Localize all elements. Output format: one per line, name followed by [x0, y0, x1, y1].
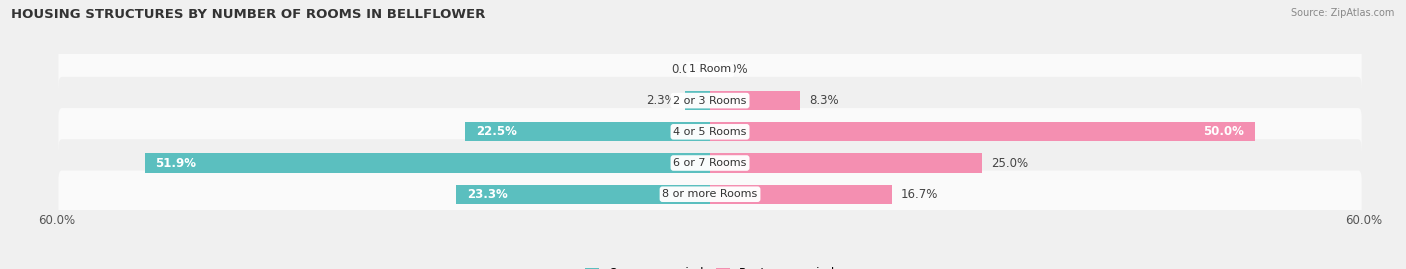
Bar [685, 91, 710, 110]
Text: 0.0%: 0.0% [672, 63, 702, 76]
FancyBboxPatch shape [59, 46, 1361, 93]
FancyBboxPatch shape [59, 77, 1361, 124]
Text: 2.3%: 2.3% [647, 94, 676, 107]
Text: 8.3%: 8.3% [810, 94, 839, 107]
Text: Source: ZipAtlas.com: Source: ZipAtlas.com [1291, 8, 1395, 18]
Text: 22.5%: 22.5% [475, 125, 516, 138]
Text: 1 Room: 1 Room [689, 64, 731, 75]
Text: 8 or more Rooms: 8 or more Rooms [662, 189, 758, 199]
Text: 50.0%: 50.0% [1204, 125, 1244, 138]
FancyBboxPatch shape [59, 108, 1361, 155]
FancyBboxPatch shape [59, 171, 1361, 218]
Text: 16.7%: 16.7% [901, 188, 938, 201]
Bar [465, 122, 710, 141]
Text: 25.0%: 25.0% [991, 157, 1028, 169]
Bar [710, 91, 800, 110]
Text: 6 or 7 Rooms: 6 or 7 Rooms [673, 158, 747, 168]
Text: 2 or 3 Rooms: 2 or 3 Rooms [673, 95, 747, 106]
Bar [710, 122, 1256, 141]
Bar [456, 185, 710, 204]
Bar [145, 153, 710, 173]
Legend: Owner-occupied, Renter-occupied: Owner-occupied, Renter-occupied [579, 263, 841, 269]
FancyBboxPatch shape [59, 139, 1361, 187]
Text: 4 or 5 Rooms: 4 or 5 Rooms [673, 127, 747, 137]
Text: 0.0%: 0.0% [718, 63, 748, 76]
Text: HOUSING STRUCTURES BY NUMBER OF ROOMS IN BELLFLOWER: HOUSING STRUCTURES BY NUMBER OF ROOMS IN… [11, 8, 485, 21]
Bar [710, 153, 983, 173]
Text: 23.3%: 23.3% [467, 188, 508, 201]
Text: 51.9%: 51.9% [156, 157, 197, 169]
Bar [710, 185, 891, 204]
